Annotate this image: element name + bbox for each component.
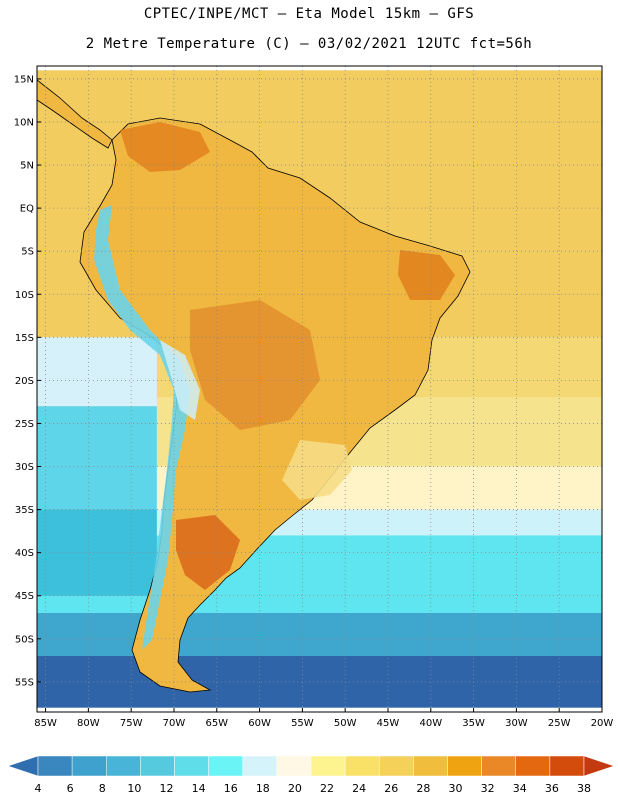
land-temperature-field <box>37 79 471 693</box>
lat-label: 5N <box>20 161 34 172</box>
lat-label: 20S <box>15 376 34 387</box>
lon-label: 65W <box>205 718 228 729</box>
colorbar-box <box>481 755 516 777</box>
colorbar-label: 22 <box>320 782 334 795</box>
ocean-band <box>37 656 602 708</box>
lat-label: 30S <box>15 462 34 473</box>
lon-label: 50W <box>334 718 357 729</box>
colorbar-label: 18 <box>256 782 270 795</box>
colorbar-box <box>37 755 73 777</box>
lon-label: 60W <box>248 718 271 729</box>
andes-cold-strip <box>94 205 190 650</box>
lon-label: 80W <box>77 718 100 729</box>
lat-label: 10S <box>15 290 34 301</box>
lon-label: 30W <box>505 718 528 729</box>
colorbar-label: 28 <box>416 782 430 795</box>
colorbar-label: 26 <box>384 782 398 795</box>
colorbar-box <box>447 755 482 777</box>
colorbar-box <box>344 755 380 777</box>
lat-label: 15N <box>14 74 34 85</box>
colorbar-box <box>310 755 346 777</box>
map-frame <box>36 65 603 713</box>
lon-label: 25W <box>548 718 571 729</box>
lat-label: 50S <box>15 634 34 645</box>
lon-label: 55W <box>291 718 314 729</box>
colorbar-label: 34 <box>513 782 527 795</box>
hot-region-north <box>120 122 210 172</box>
altiplano-light <box>160 340 200 420</box>
colorbar-box <box>242 755 278 777</box>
hot-region-central <box>190 300 320 430</box>
colorbar-label: 4 <box>35 782 42 795</box>
lat-label: 15S <box>15 333 34 344</box>
lat-label: EQ <box>20 204 34 215</box>
lon-label: 20W <box>591 718 614 729</box>
colorbar-labels: 4 6 8 10 12 14 16 18 20 22 24 26 28 30 32 34 36 38 <box>35 782 592 795</box>
lon-label: 75W <box>120 718 143 729</box>
colorbar-label: 10 <box>127 782 141 795</box>
pacific-band <box>37 337 157 407</box>
colorbar-box <box>174 755 209 777</box>
lon-label: 35W <box>462 718 485 729</box>
colorbar-label: 12 <box>159 782 173 795</box>
lat-label: 10N <box>14 117 34 128</box>
colorbar-label: 32 <box>481 782 495 795</box>
lat-label: 55S <box>15 677 34 688</box>
lat-label: 35S <box>15 505 34 516</box>
colorbar-box <box>413 755 448 777</box>
colorbar-box <box>276 755 312 777</box>
colorbar-box <box>549 755 585 777</box>
lat-label: 40S <box>15 548 34 559</box>
colorbar-box <box>379 755 414 777</box>
lon-label: 40W <box>419 718 442 729</box>
colorbar-high-arrow <box>583 755 615 777</box>
southern-brazil-cool <box>282 440 352 500</box>
colorbar-box <box>515 755 551 777</box>
lon-label: 85W <box>34 718 57 729</box>
colorbar-box <box>71 755 107 777</box>
latitude-labels: 15N 10N 5N EQ 5S 10S 15S 20S 25S 30S 35S 40S 45S 50S 5… <box>14 74 34 688</box>
colorbar <box>7 755 615 777</box>
longitude-labels: 85W 80W 75W 70W 65W 60W 55W 50W 45W 40W 35W 30W 25W 2… <box>34 718 613 729</box>
lat-label: 45S <box>15 591 34 602</box>
colorbar-label: 16 <box>224 782 238 795</box>
ocean-band <box>37 612 602 657</box>
colorbar-label: 38 <box>577 782 591 795</box>
colorbar-label: 30 <box>449 782 463 795</box>
colorbar-label: 36 <box>545 782 559 795</box>
pacific-band <box>37 509 157 596</box>
pacific-band <box>37 406 157 510</box>
lat-label: 25S <box>15 419 34 430</box>
colorbar-label: 24 <box>352 782 366 795</box>
hot-region-south <box>176 515 240 590</box>
colorbar-label: 8 <box>99 782 106 795</box>
hot-region-northeast <box>398 250 455 300</box>
lon-label: 45W <box>377 718 400 729</box>
central-america-land <box>37 79 113 149</box>
lon-label: 70W <box>163 718 186 729</box>
lat-label: 5S <box>21 247 34 258</box>
lat-lon-grid <box>37 66 602 712</box>
colorbar-box <box>140 755 175 777</box>
colorbar-box <box>208 755 243 777</box>
colorbar-box <box>106 755 141 777</box>
colorbar-label: 6 <box>67 782 74 795</box>
colorbar-label: 20 <box>288 782 302 795</box>
colorbar-label: 14 <box>192 782 206 795</box>
title-line-2: 2 Metre Temperature (C) – 03/02/2021 12U… <box>85 36 533 52</box>
colorbar-low-arrow <box>7 755 39 777</box>
title-line-1: CPTEC/INPE/MCT – Eta Model 15km – GFS <box>143 6 475 22</box>
